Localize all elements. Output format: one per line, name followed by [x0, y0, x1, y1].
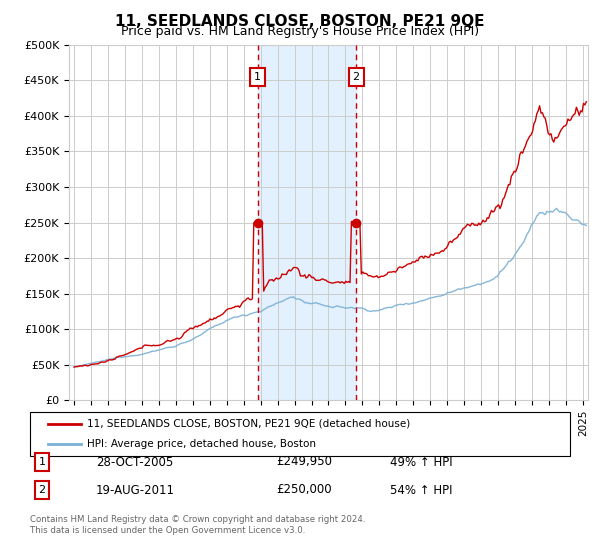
Text: 49% ↑ HPI: 49% ↑ HPI: [390, 455, 452, 469]
Text: Contains HM Land Registry data © Crown copyright and database right 2024.
This d: Contains HM Land Registry data © Crown c…: [30, 515, 365, 535]
Text: 11, SEEDLANDS CLOSE, BOSTON, PE21 9QE (detached house): 11, SEEDLANDS CLOSE, BOSTON, PE21 9QE (d…: [87, 419, 410, 429]
Text: Price paid vs. HM Land Registry's House Price Index (HPI): Price paid vs. HM Land Registry's House …: [121, 25, 479, 38]
Bar: [566, 45, 588, 400]
Text: 2: 2: [38, 485, 46, 495]
Text: £250,000: £250,000: [276, 483, 332, 497]
Text: 11, SEEDLANDS CLOSE, BOSTON, PE21 9QE: 11, SEEDLANDS CLOSE, BOSTON, PE21 9QE: [115, 14, 485, 29]
Text: 54% ↑ HPI: 54% ↑ HPI: [390, 483, 452, 497]
Text: 1: 1: [38, 457, 46, 467]
Text: £249,950: £249,950: [276, 455, 332, 469]
Bar: [258, 45, 356, 400]
Text: HPI: Average price, detached house, Boston: HPI: Average price, detached house, Bost…: [87, 439, 316, 449]
Text: 2: 2: [353, 72, 360, 82]
Text: 19-AUG-2011: 19-AUG-2011: [96, 483, 175, 497]
Text: 1: 1: [254, 72, 261, 82]
Text: 28-OCT-2005: 28-OCT-2005: [96, 455, 173, 469]
